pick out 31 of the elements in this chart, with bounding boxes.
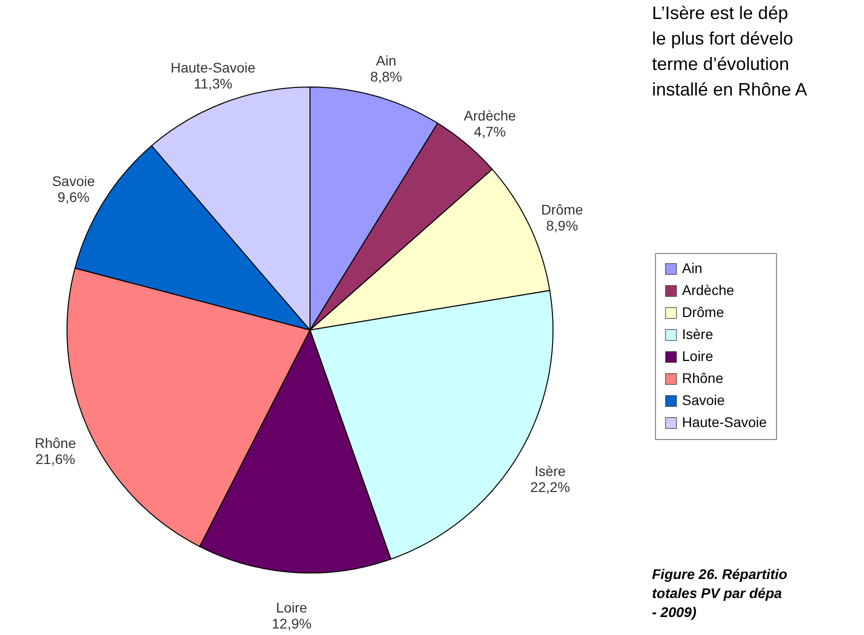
slice-label: Drôme (541, 201, 584, 218)
legend-label: Haute-Savoie (682, 414, 768, 430)
slice-label: Haute-Savoie (170, 59, 256, 76)
slice-label: Ain (376, 52, 396, 69)
slice-label: Ardèche (464, 108, 516, 124)
legend-label: Loire (682, 348, 714, 364)
text: totales PV par dépa (652, 585, 782, 601)
data-label: 8,8% (370, 68, 402, 85)
slice-label: Loire (276, 599, 308, 616)
text: terme d’évolution (652, 54, 790, 74)
data-label: 12,9% (272, 615, 312, 632)
text: - 2009) (652, 604, 697, 620)
text: installé en Rhône A (652, 80, 808, 100)
data-label: 4,7% (474, 124, 506, 140)
text: le plus fort dévelo (652, 28, 794, 48)
legend-label: Drôme (682, 304, 724, 320)
data-label: 8,9% (546, 217, 578, 234)
data-label: 9,6% (58, 188, 90, 205)
slice-label: Isère (534, 463, 566, 480)
caption: Figure 26. Répartitio (652, 566, 788, 582)
legend-label: Savoie (682, 392, 726, 408)
legend-label: Rhône (682, 370, 724, 386)
legend-label: Ain (682, 260, 702, 276)
legend-label: Ardèche (682, 282, 734, 298)
legend-label: Isère (682, 326, 714, 342)
slice-label: Savoie (52, 172, 96, 189)
data-label: 11,3% (194, 75, 232, 92)
slice-label: Rhône (34, 435, 76, 452)
text: L’Isère est le dép (652, 3, 788, 23)
data-label: 21,6% (36, 451, 76, 468)
data-label: 22,2% (530, 479, 570, 496)
